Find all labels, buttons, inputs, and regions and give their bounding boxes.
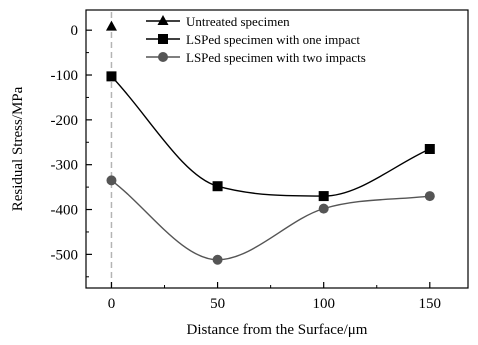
series-2-point: [212, 254, 223, 265]
series-1-point: [318, 191, 329, 202]
x-axis-title: Distance from the Surface/μm: [187, 322, 368, 338]
legend-marker-2: [158, 52, 168, 62]
series-2-line: [111, 179, 430, 261]
legend-marker-0: [157, 15, 169, 25]
series-1-point: [106, 71, 117, 82]
data-points: [105, 20, 435, 265]
legend-label-1: LSPed specimen with one impact: [186, 32, 360, 47]
series-1-line: [110, 75, 431, 197]
legend-label-2: LSPed specimen with two impacts: [186, 50, 366, 65]
series-0-point: [105, 20, 117, 31]
series-2-point: [106, 175, 117, 186]
series-1-point: [212, 181, 223, 192]
y-tick-label: -100: [51, 68, 79, 84]
legend-label-0: Untreated specimen: [186, 14, 290, 29]
x-tick-label: 150: [419, 296, 442, 312]
x-tick-label: 0: [108, 296, 116, 312]
x-tick-label: 100: [312, 296, 335, 312]
legend-marker-1: [158, 34, 168, 44]
plot-frame: [85, 9, 469, 289]
y-axis: 0 -100 -200 -300 -400 -500: [51, 23, 92, 278]
y-axis-title: Residual Stress/MPa: [10, 86, 26, 211]
x-axis: 0 50 100 150: [108, 282, 441, 312]
x-tick-label: 50: [210, 296, 225, 312]
series-2-point: [424, 191, 435, 202]
series-1-point: [424, 144, 435, 154]
legend: Untreated specimen LSPed specimen with on…: [146, 14, 366, 65]
y-tick-label: -500: [51, 247, 79, 263]
y-tick-label: 0: [71, 23, 79, 39]
series-curves: [110, 75, 431, 261]
y-tick-label: -300: [51, 158, 79, 174]
y-tick-label: -400: [51, 203, 79, 219]
y-tick-label: -200: [51, 113, 79, 129]
series-2-point: [318, 203, 329, 214]
